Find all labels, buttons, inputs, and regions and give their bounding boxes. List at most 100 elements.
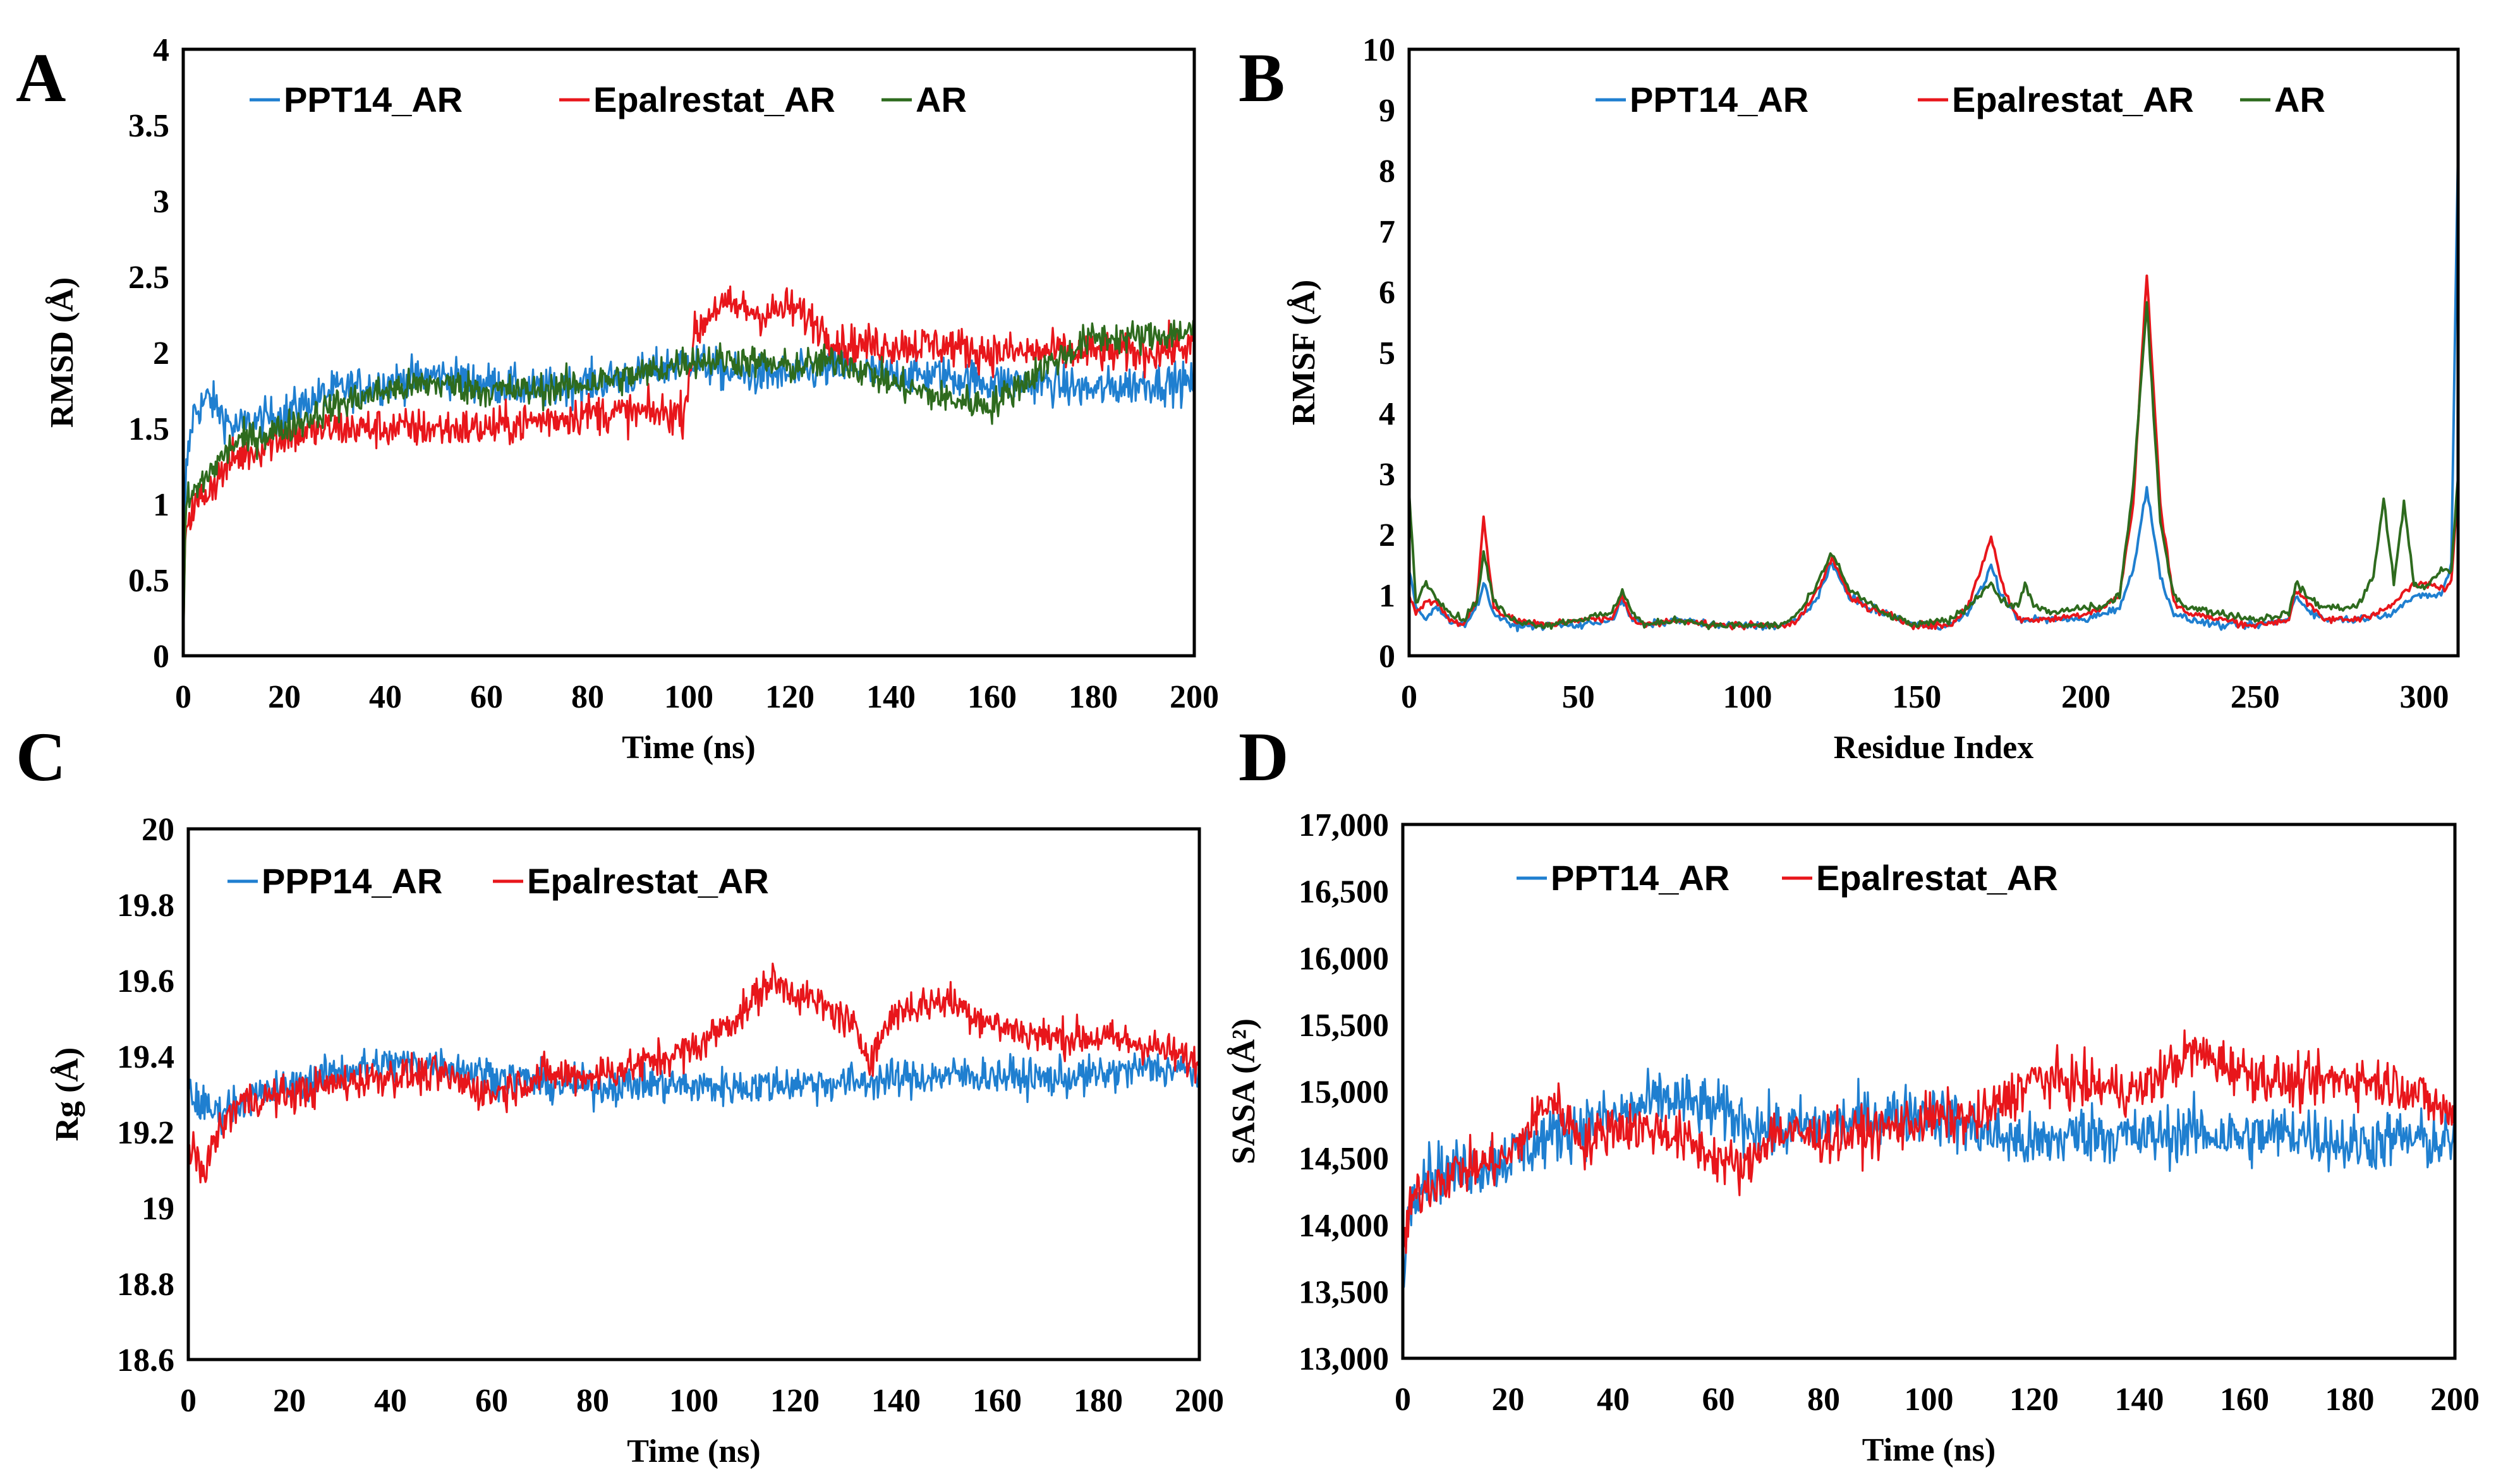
y-tick-label: 3 — [153, 184, 169, 220]
legend-label: PPT14_AR — [284, 80, 463, 119]
y-tick-label: 16,000 — [1299, 941, 1389, 977]
x-tick-label: 100 — [669, 1383, 718, 1419]
series-line-ar — [182, 319, 1196, 656]
y-tick-label: 19.2 — [117, 1115, 174, 1151]
y-tick-label: 10 — [1362, 32, 1395, 68]
x-tick-label: 100 — [1723, 679, 1772, 715]
x-tick-label: 40 — [1597, 1382, 1630, 1418]
x-tick-label: 80 — [1807, 1382, 1840, 1418]
legend-label: PPT14_AR — [1551, 858, 1730, 898]
legend-label: PPP14_AR — [262, 861, 442, 901]
x-tick-label: 200 — [2430, 1382, 2480, 1418]
series-line-ar — [1408, 301, 2459, 630]
panel-letter-c: C — [16, 718, 66, 795]
series-line-epalrestat-ar — [1408, 274, 2459, 630]
y-tick-label: 18.8 — [117, 1267, 174, 1303]
rmsd-chart-panel-a: 0 20 40 60 80 100 120 140 160 180 200 0 0.5 1 1.5 2 2.5 3… — [44, 32, 1219, 766]
x-tick-label: 0 — [180, 1383, 197, 1419]
y-tick-label: 19 — [142, 1191, 174, 1227]
x-tick-label: 120 — [2009, 1382, 2059, 1418]
y-tick-label: 8 — [1379, 154, 1395, 190]
legend-label: Epalrestat_AR — [1952, 80, 2194, 119]
legend-label: Epalrestat_AR — [593, 80, 835, 119]
plot-frame — [186, 827, 1201, 1361]
y-axis-title: SASA (Å²) — [1226, 1018, 1262, 1164]
x-tick-label: 100 — [664, 679, 713, 715]
panel-letter-a: A — [16, 39, 66, 116]
plot-frame — [1401, 823, 2457, 1360]
y-tick-label: 1 — [1379, 578, 1395, 614]
x-axis-title: Time (ns) — [622, 730, 755, 766]
y-tick-label: 14,000 — [1299, 1208, 1389, 1244]
y-tick-label: 13,000 — [1299, 1341, 1389, 1377]
x-tick-label: 160 — [972, 1383, 1022, 1419]
rg-chart-panel-c: 0 20 40 60 80 100 120 140 160 180 200 18.6 18.8 19 19.… — [49, 812, 1224, 1469]
x-tick-label: 40 — [369, 679, 402, 715]
y-tick-label: 15,500 — [1299, 1008, 1389, 1044]
y-tick-label: 19.6 — [117, 963, 174, 999]
y-tick-label: 19.8 — [117, 888, 174, 924]
y-tick-label: 0.5 — [128, 563, 169, 599]
x-tick-label: 80 — [576, 1383, 609, 1419]
x-tick-label: 120 — [765, 679, 815, 715]
x-axis-title: Time (ns) — [1862, 1432, 1996, 1468]
x-tick-label: 80 — [571, 679, 604, 715]
x-tick-label: 250 — [2231, 679, 2280, 715]
x-tick-label: 140 — [871, 1383, 921, 1419]
y-tick-label: 1 — [153, 487, 169, 523]
x-tick-label: 40 — [374, 1383, 407, 1419]
y-tick-label: 6 — [1379, 275, 1395, 311]
x-tick-label: 200 — [1170, 679, 1219, 715]
y-tick-label: 16,500 — [1299, 874, 1389, 910]
y-tick-label: 3 — [1379, 457, 1395, 493]
x-tick-label: 180 — [2325, 1382, 2375, 1418]
legend-label: Epalrestat_AR — [527, 861, 769, 901]
y-tick-label: 4 — [153, 32, 169, 68]
x-tick-label: 200 — [1175, 1383, 1224, 1419]
x-tick-label: 180 — [1069, 679, 1118, 715]
panel-letter-d: D — [1239, 718, 1288, 795]
legend-label: Epalrestat_AR — [1816, 858, 2058, 898]
legend-label: AR — [2274, 80, 2325, 119]
series-line-epalrestat-ar — [182, 285, 1196, 656]
x-tick-label: 300 — [2399, 679, 2449, 715]
y-axis-title: RMSD (Å) — [44, 277, 80, 428]
x-tick-label: 20 — [1492, 1382, 1525, 1418]
y-tick-label: 2 — [153, 335, 169, 371]
y-tick-label: 3.5 — [128, 108, 169, 144]
y-axis-title: Rg (Å) — [49, 1047, 85, 1142]
plot-frame — [1407, 47, 2460, 658]
y-tick-label: 20 — [142, 812, 174, 848]
y-tick-label: 0 — [153, 639, 169, 675]
x-tick-label: 0 — [175, 679, 191, 715]
legend-label: PPT14_AR — [1630, 80, 1808, 119]
x-tick-label: 0 — [1401, 679, 1417, 715]
x-tick-label: 160 — [2220, 1382, 2269, 1418]
x-tick-label: 60 — [470, 679, 503, 715]
series-line-ppp14-ar — [187, 1047, 1201, 1135]
x-tick-label: 200 — [2061, 679, 2111, 715]
x-tick-label: 20 — [273, 1383, 306, 1419]
x-tick-label: 0 — [1395, 1382, 1411, 1418]
x-axis-title: Time (ns) — [627, 1433, 760, 1469]
x-tick-label: 140 — [2115, 1382, 2164, 1418]
x-tick-label: 150 — [1892, 679, 1941, 715]
y-tick-label: 17,000 — [1299, 807, 1389, 843]
x-tick-label: 20 — [268, 679, 301, 715]
series-line-epalrestat-ar — [187, 962, 1201, 1184]
y-tick-label: 9 — [1379, 93, 1395, 129]
y-tick-label: 19.4 — [117, 1039, 174, 1075]
x-tick-label: 120 — [770, 1383, 820, 1419]
x-tick-label: 60 — [475, 1383, 508, 1419]
y-tick-label: 18.6 — [117, 1342, 174, 1378]
x-axis-title: Residue Index — [1834, 730, 2033, 766]
x-tick-label: 60 — [1702, 1382, 1735, 1418]
y-axis-title: RMSF (Å) — [1286, 280, 1322, 426]
y-tick-label: 14,500 — [1299, 1141, 1389, 1177]
x-tick-label: 140 — [866, 679, 916, 715]
y-tick-label: 4 — [1379, 396, 1395, 432]
y-tick-label: 15,000 — [1299, 1075, 1389, 1111]
x-tick-label: 180 — [1074, 1383, 1123, 1419]
y-tick-label: 5 — [1379, 335, 1395, 371]
x-tick-label: 50 — [1562, 679, 1595, 715]
